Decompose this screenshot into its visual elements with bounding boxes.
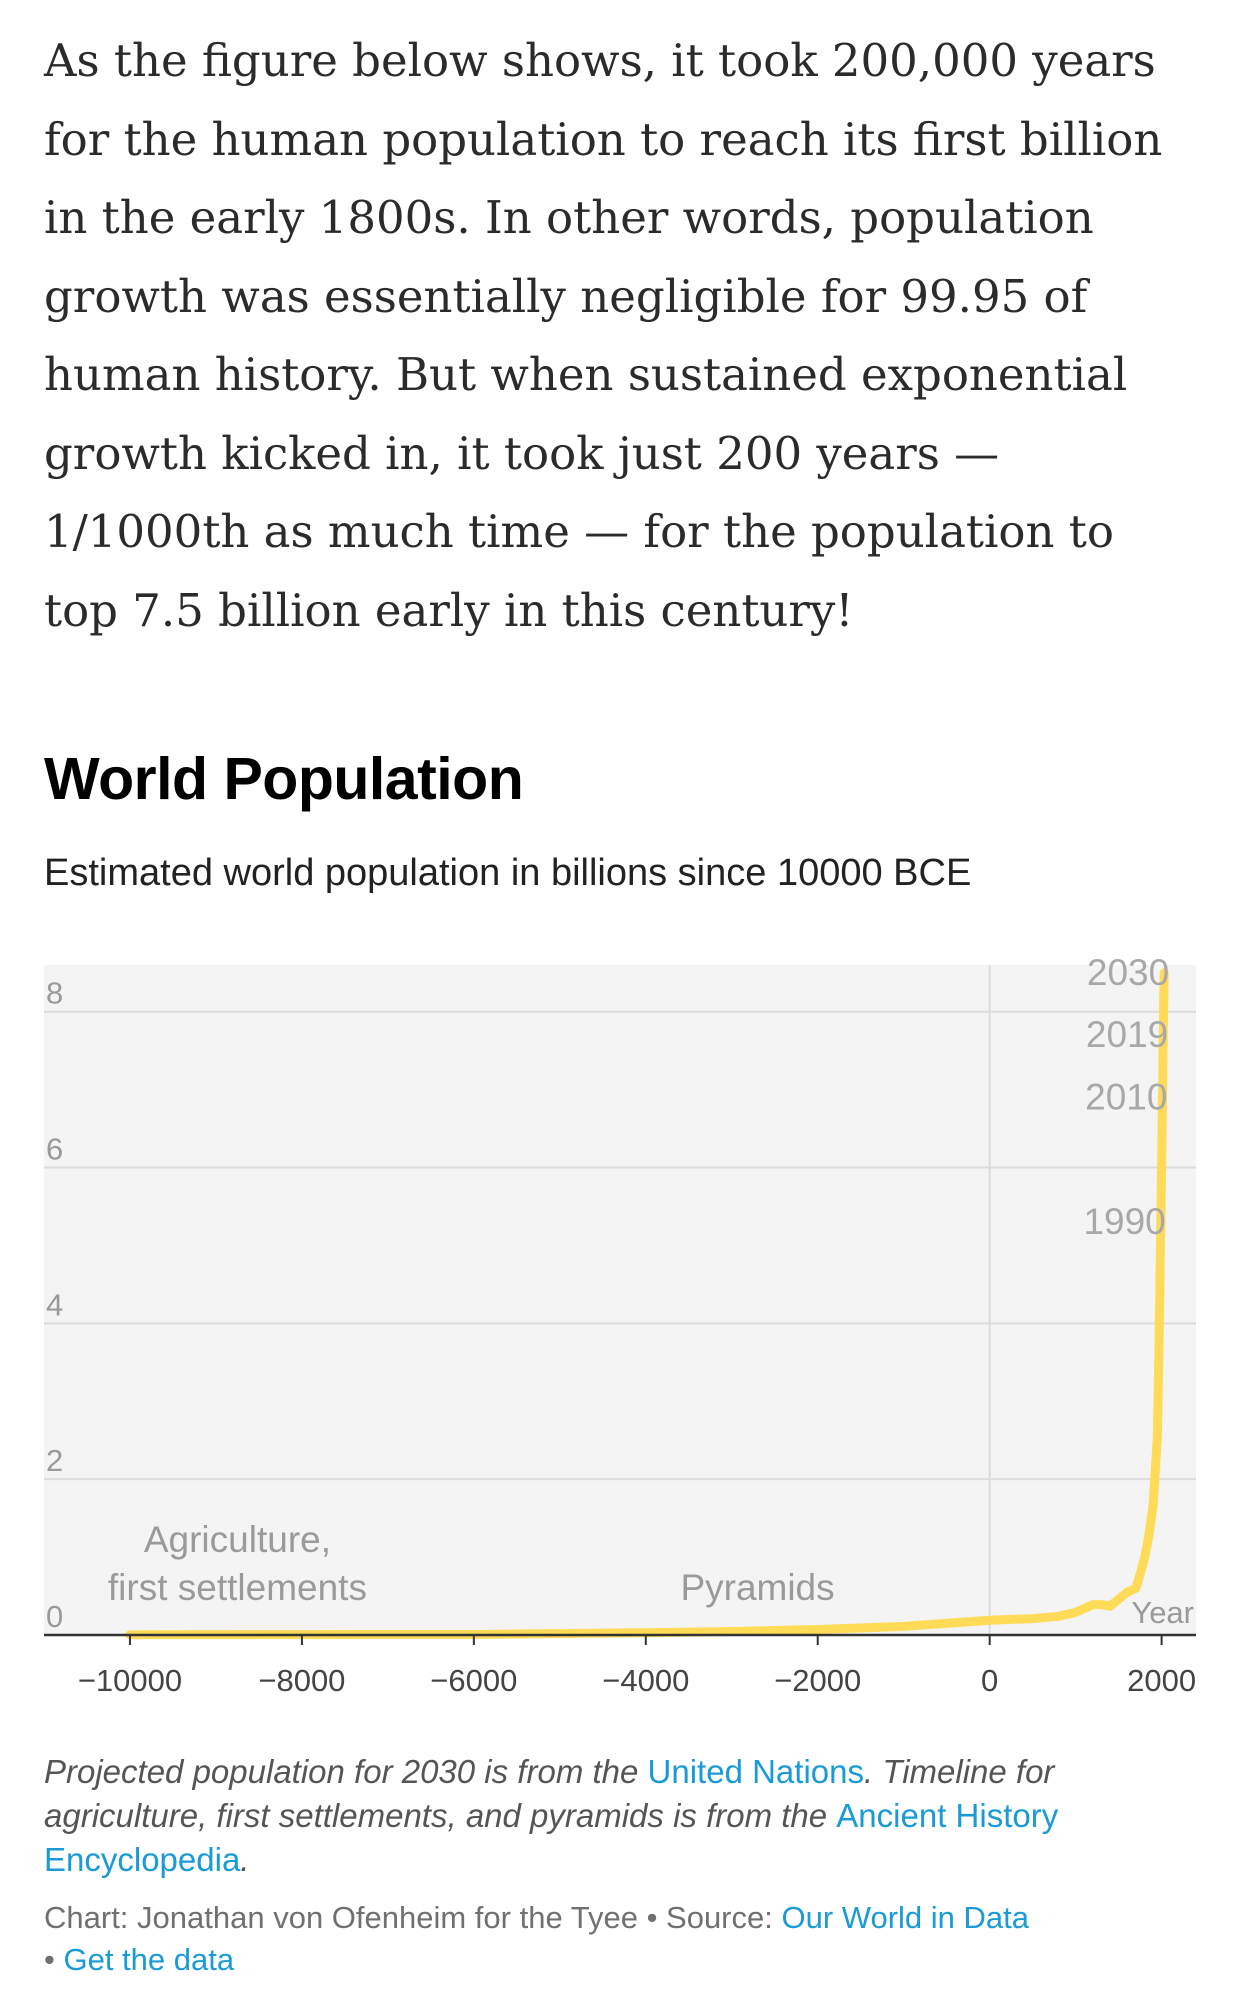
x-tick-label--8000: −8000 [258, 1663, 345, 1698]
united-nations-link[interactable]: United Nations [647, 1753, 864, 1790]
chart-subtitle: Estimated world population in billions s… [44, 852, 972, 894]
annotations: Agriculture, first settlements Pyramids [108, 1519, 835, 1608]
point-label-2010: 2010 [1085, 1076, 1167, 1117]
x-tick-label--4000: −4000 [602, 1663, 689, 1698]
x-tick-label--6000: −6000 [430, 1663, 517, 1698]
point-labels: 1990 2010 2019 2030 [1083, 955, 1169, 1242]
ancient-history-encyclopedia-link[interactable]: Ancient History Encyclopedia [44, 1797, 1059, 1878]
y-tick-label-2: 2 [46, 1443, 63, 1478]
y-tick-label-6: 6 [46, 1132, 63, 1167]
credits-text: Chart: Jonathan von Ofenheim for the Tye… [44, 1900, 782, 1935]
credits-bullet: • [44, 1942, 64, 1977]
world-population-chart: 0 2 4 6 8 Agriculture, first settlements Pyram… [44, 955, 1196, 1698]
point-label-2030: 2030 [1087, 955, 1169, 993]
get-the-data-link[interactable]: Get the data [63, 1942, 235, 1977]
x-axis: −10000 −8000 −6000 −4000 −2000 0 2000 Year [44, 1595, 1196, 1698]
note-text-1: Projected population for 2030 is from th… [44, 1753, 648, 1790]
chart-title: World Population [44, 746, 524, 812]
y-tick-label-8: 8 [46, 976, 63, 1011]
plot-background [44, 965, 1196, 1635]
y-tick-label-4: 4 [46, 1287, 63, 1322]
x-tick-label--2000: −2000 [774, 1663, 861, 1698]
y-axis-labels: 0 2 4 6 8 [46, 976, 63, 1634]
series-line-0 [125, 968, 1169, 1640]
annotation-label-0: Agriculture, first settlements [108, 1519, 367, 1608]
x-tick-label-0: 0 [981, 1663, 998, 1698]
point-label-1990: 1990 [1083, 1201, 1165, 1242]
chart-notes: Projected population for 2030 is from th… [44, 1750, 1194, 1882]
note-text-2: . Timeline for agriculture, first settle… [44, 1753, 1055, 1834]
series [125, 968, 1169, 1640]
our-world-in-data-link[interactable]: Our World in Data [781, 1900, 1029, 1935]
x-tick-label--10000: −10000 [78, 1663, 182, 1698]
note-text-3: . [240, 1841, 250, 1878]
gridlines [44, 965, 1196, 1635]
point-label-2019: 2019 [1086, 1014, 1168, 1055]
y-tick-label-0: 0 [46, 1599, 63, 1634]
x-axis-title: Year [1131, 1595, 1194, 1630]
chart-credits: Chart: Jonathan von Ofenheim for the Tye… [44, 1897, 1194, 1981]
intro-paragraph: As the figure below shows, it took 200,0… [44, 34, 1163, 637]
x-tick-label-2000: 2000 [1127, 1663, 1196, 1698]
annotation-label-1: Pyramids [680, 1567, 834, 1608]
